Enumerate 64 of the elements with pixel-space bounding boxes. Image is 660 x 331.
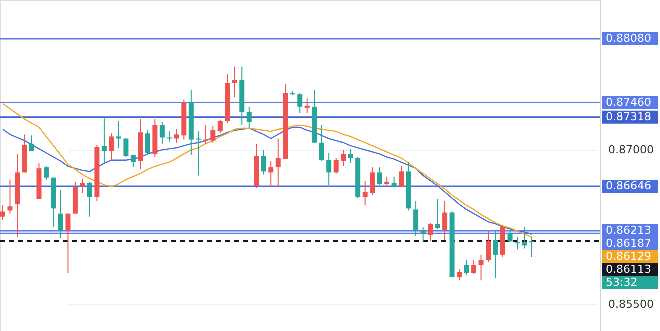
candlestick <box>435 198 440 230</box>
candlestick <box>370 167 376 196</box>
candlestick <box>326 152 332 186</box>
candlestick <box>167 131 172 142</box>
candlestick <box>29 135 34 152</box>
candlestick <box>377 167 382 186</box>
y-tick-label: 0.85500 <box>608 298 654 311</box>
candlestick <box>160 122 165 144</box>
ref-line-label: 0.86187 <box>606 236 652 250</box>
line-series <box>2 103 533 238</box>
candlestick <box>8 179 13 214</box>
candlestick <box>276 138 281 188</box>
candlestick <box>420 226 426 244</box>
candlestick <box>145 130 150 156</box>
candlestick <box>130 154 136 168</box>
candlestick <box>457 268 462 282</box>
candlestick <box>80 178 86 194</box>
candlestick <box>486 230 492 263</box>
candlestick <box>246 106 252 129</box>
candlestick <box>362 180 368 206</box>
candlestick <box>298 93 303 114</box>
candlestick <box>319 124 324 162</box>
candlestick <box>341 150 346 168</box>
candlestick <box>218 120 223 134</box>
candlestick <box>232 66 238 98</box>
candlestick <box>58 190 64 239</box>
ref-line-label: 0.86113 <box>606 262 652 276</box>
candlestick <box>478 254 484 282</box>
candlestick <box>87 181 92 218</box>
ref-line-label: 0.86213 <box>606 224 652 237</box>
candlestick <box>116 120 122 149</box>
candlestick <box>508 230 513 244</box>
ref-line-label: 0.87318 <box>606 110 652 124</box>
ref-line-label: 0.87460 <box>606 96 652 109</box>
ref-line-label: 0.88080 <box>606 32 652 46</box>
candlestick <box>174 129 180 144</box>
candlestick <box>414 200 419 237</box>
candlestick <box>0 205 6 220</box>
candlestick <box>44 166 49 180</box>
candlestick <box>124 138 129 158</box>
y-tick-label: 0.87000 <box>608 144 654 157</box>
candlestick <box>428 222 434 242</box>
text: 53:32 <box>606 276 638 289</box>
candlestick <box>530 236 534 258</box>
candlestick <box>442 200 448 242</box>
candlestick <box>515 236 520 250</box>
text: 0.86129 <box>606 250 652 263</box>
candlestick <box>399 166 404 188</box>
candlestick <box>522 226 528 250</box>
candlestick <box>464 260 470 276</box>
candlestick <box>348 148 354 164</box>
candlestick <box>66 213 71 274</box>
ref-line-label: 0.86646 <box>606 179 652 192</box>
candlestick <box>304 98 310 114</box>
candlestick <box>472 260 477 275</box>
candlestick <box>102 116 107 164</box>
candlestick <box>261 150 266 176</box>
candlestick <box>196 131 202 176</box>
candlestick <box>109 133 114 161</box>
candlestick <box>203 124 208 144</box>
candlestick <box>210 126 216 144</box>
candlestick <box>493 230 498 280</box>
candlestick <box>334 158 339 174</box>
candlestick <box>268 160 274 188</box>
